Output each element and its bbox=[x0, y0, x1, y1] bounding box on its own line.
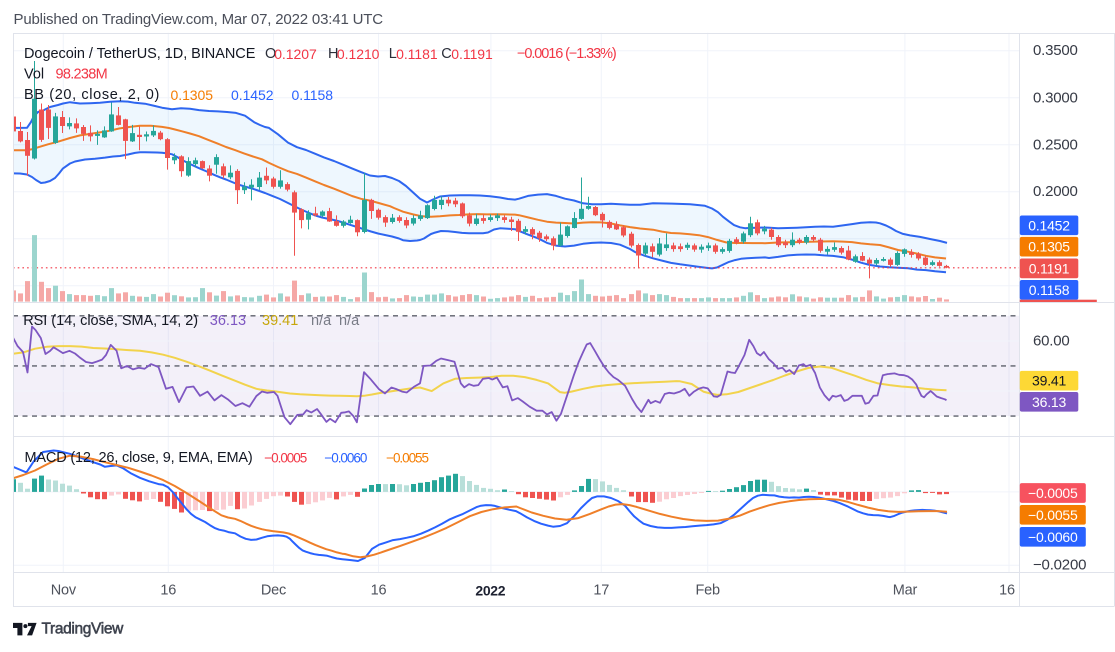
svg-text:−0.0055: −0.0055 bbox=[1028, 507, 1078, 523]
svg-text:n/a: n/a bbox=[339, 313, 360, 329]
svg-text:TradingView: TradingView bbox=[42, 620, 125, 637]
svg-text:2022: 2022 bbox=[475, 582, 505, 598]
svg-text:60.00: 60.00 bbox=[1033, 333, 1070, 350]
svg-text:0.1452: 0.1452 bbox=[1028, 217, 1070, 233]
svg-text:17: 17 bbox=[593, 582, 609, 598]
svg-text:0.2500: 0.2500 bbox=[1033, 136, 1078, 153]
svg-text:36.13: 36.13 bbox=[210, 313, 246, 329]
svg-text:0.1191: 0.1191 bbox=[1029, 260, 1070, 276]
svg-text:Nov: Nov bbox=[51, 582, 77, 598]
svg-text:0.1305: 0.1305 bbox=[171, 87, 214, 103]
svg-text:0.1181: 0.1181 bbox=[396, 46, 438, 62]
svg-text:0.1210: 0.1210 bbox=[337, 46, 380, 62]
svg-text:0.1158: 0.1158 bbox=[1029, 282, 1070, 298]
svg-text:Feb: Feb bbox=[696, 582, 721, 598]
svg-text:0.1452: 0.1452 bbox=[231, 87, 274, 103]
svg-text:16: 16 bbox=[999, 582, 1015, 598]
svg-text:−0.0200: −0.0200 bbox=[1033, 557, 1086, 574]
svg-text:−0.0005: −0.0005 bbox=[264, 451, 306, 466]
svg-text:0.1191: 0.1191 bbox=[451, 46, 493, 62]
svg-text:0.1305: 0.1305 bbox=[1028, 239, 1070, 255]
svg-text:98.238M: 98.238M bbox=[56, 66, 108, 82]
svg-text:39.41: 39.41 bbox=[262, 313, 298, 329]
svg-text:Published on TradingView.com,: Published on TradingView.com, Mar 07, 20… bbox=[14, 11, 384, 28]
svg-text:−0.0055: −0.0055 bbox=[386, 451, 428, 466]
svg-text:BB (20, close, 2, 0): BB (20, close, 2, 0) bbox=[24, 87, 160, 103]
svg-text:0.3500: 0.3500 bbox=[1033, 42, 1078, 59]
svg-text:Dec: Dec bbox=[261, 582, 286, 598]
svg-text:0.3000: 0.3000 bbox=[1033, 89, 1078, 106]
svg-text:0.1207: 0.1207 bbox=[274, 46, 317, 62]
svg-text:16: 16 bbox=[371, 582, 387, 598]
svg-text:−0.0016 (−1.33%): −0.0016 (−1.33%) bbox=[517, 46, 616, 62]
svg-text:0.2000: 0.2000 bbox=[1033, 183, 1078, 200]
svg-text:n/a: n/a bbox=[311, 313, 332, 329]
svg-text:−0.0060: −0.0060 bbox=[1028, 529, 1078, 545]
svg-text:RSI (14, close, SMA, 14, 2): RSI (14, close, SMA, 14, 2) bbox=[23, 313, 198, 329]
svg-text:C: C bbox=[441, 46, 451, 62]
svg-text:O: O bbox=[265, 46, 276, 62]
svg-text:L: L bbox=[389, 46, 397, 62]
svg-text:−0.0060: −0.0060 bbox=[324, 451, 366, 466]
svg-text:39.41: 39.41 bbox=[1032, 373, 1066, 389]
svg-text:H: H bbox=[328, 46, 338, 62]
svg-text:Dogecoin / TetherUS, 1D, BINAN: Dogecoin / TetherUS, 1D, BINANCE bbox=[24, 46, 256, 62]
svg-text:0.1158: 0.1158 bbox=[292, 87, 334, 103]
svg-text:Vol: Vol bbox=[24, 66, 44, 82]
svg-text:MACD (12, 26, close, 9, EMA, E: MACD (12, 26, close, 9, EMA, EMA) bbox=[25, 450, 253, 466]
svg-text:36.13: 36.13 bbox=[1032, 394, 1066, 410]
svg-text:−0.0005: −0.0005 bbox=[1028, 485, 1078, 501]
svg-text:16: 16 bbox=[160, 582, 176, 598]
svg-text:Mar: Mar bbox=[893, 582, 918, 598]
